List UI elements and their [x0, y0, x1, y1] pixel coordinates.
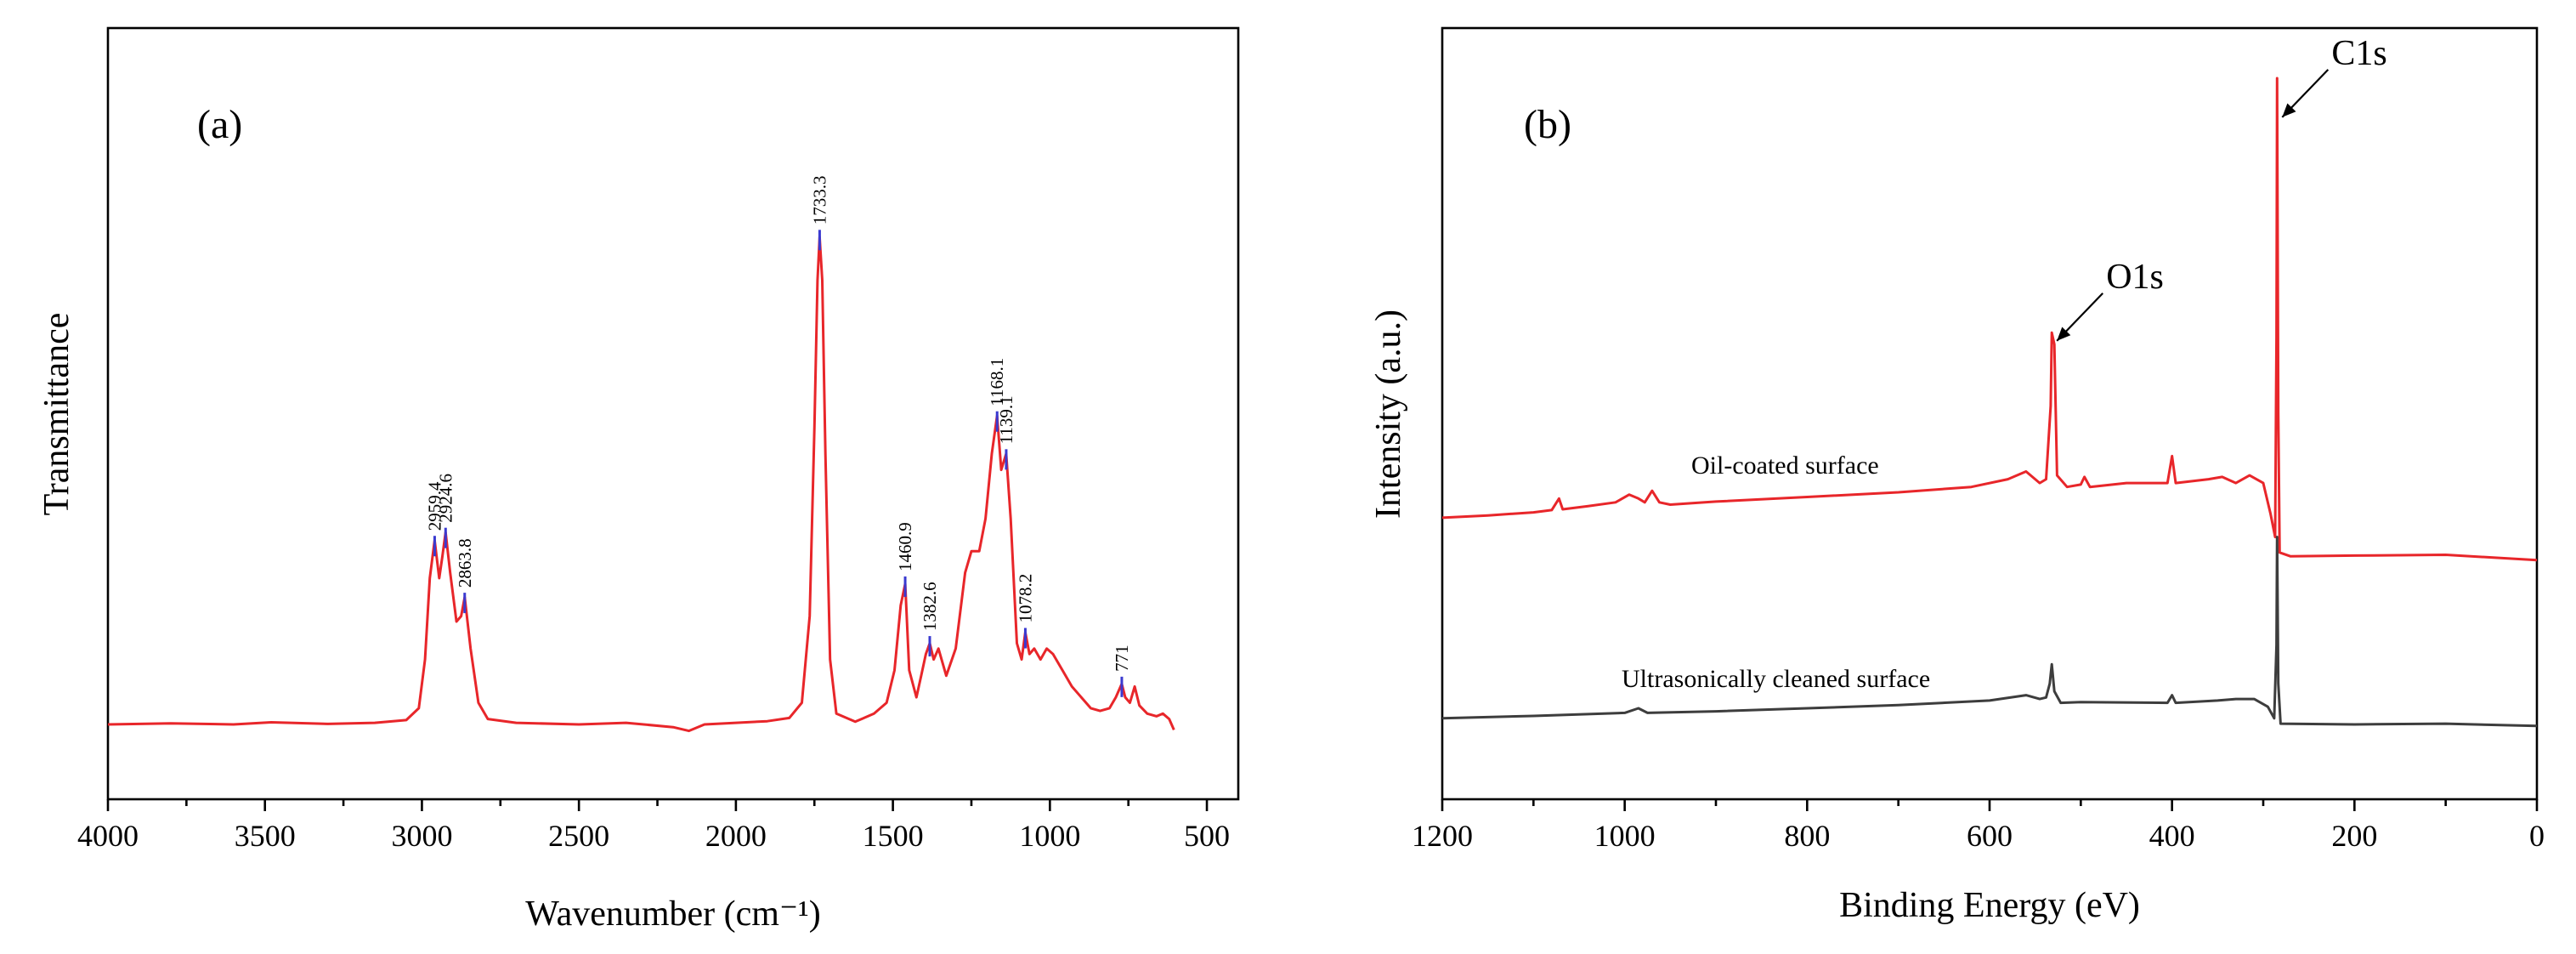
panel-a-peak-label: 771: [1112, 645, 1132, 672]
panel-a-x-tick-label: 500: [1184, 819, 1230, 853]
panel-b-annotation-arrowhead: [2057, 327, 2071, 341]
panel-a-label: (a): [197, 102, 242, 147]
panel-a-x-tick-label: 4000: [77, 819, 139, 853]
panel-b-annotation-arrowhead: [2282, 103, 2296, 117]
panel-a-peak-label: 1168.1: [987, 358, 1007, 406]
panel-b-xps-chart: (b) Intensity (a.u.) Binding Energy (eV)…: [1369, 26, 2545, 925]
panel-b-cleaned-label: Ultrasonically cleaned surface: [1622, 665, 1930, 693]
panel-b-peak-annotations: C1s O1s: [2056, 34, 2387, 342]
panel-a-peak-label: 1733.3: [809, 176, 829, 225]
panel-a-x-tick-label: 1500: [863, 819, 924, 853]
panel-a-x-tick-label: 2500: [548, 819, 609, 853]
panel-a-plot-frame: [106, 26, 1240, 801]
panel-a-x-axis-title: Wavenumber (cm⁻¹): [525, 894, 820, 934]
panel-b-label: (b): [1524, 102, 1571, 147]
panel-b-annotation-label: C1s: [2331, 34, 2386, 73]
panel-b-x-ticks: 1200 1000 800 600 400 200 0: [1412, 799, 2545, 853]
panel-a-peak-label: 2959.4: [424, 481, 444, 531]
panel-b-cleaned-line: [1441, 536, 2538, 728]
panel-b-x-tick-label: 600: [1967, 819, 2013, 853]
panel-a-peak-label: 1139.1: [996, 395, 1016, 444]
panel-b-annotation-label: O1s: [2106, 258, 2164, 297]
panel-a-peak-label: 2863.8: [455, 538, 475, 588]
panel-a-peak-label: 1078.2: [1015, 574, 1035, 623]
panel-b-plot-frame: [1441, 26, 2539, 801]
panel-b-x-tick-label: 800: [1784, 819, 1830, 853]
panel-a-peak-label: 1382.6: [920, 582, 940, 631]
panel-a-peak-label: 2924.6: [435, 474, 456, 523]
panel-a-x-ticks: 4000 3500 3000 2500 2000 1500 1000 500: [77, 799, 1230, 853]
panel-b-y-axis-title: Intensity (a.u.): [1369, 309, 1408, 519]
panel-b-x-axis-title: Binding Energy (eV): [1839, 886, 2140, 925]
panel-b-oil-coated-line: [1441, 77, 2538, 562]
panel-b-x-tick-label: 1200: [1412, 819, 1473, 853]
panel-b-oil-coated-label: Oil-coated surface: [1691, 451, 1879, 480]
panel-b-x-tick-label: 1000: [1594, 819, 1656, 853]
panel-a-y-axis-title: Transmittance: [37, 313, 76, 516]
panel-a-x-tick-label: 2000: [705, 819, 767, 853]
panel-a-x-tick-label: 1000: [1019, 819, 1080, 853]
panel-a-peak-label: 1460.9: [895, 522, 915, 571]
panel-a-x-tick-label: 3000: [391, 819, 452, 853]
panel-b-x-tick-label: 200: [2331, 819, 2377, 853]
panel-a-x-tick-label: 3500: [235, 819, 296, 853]
panel-b-x-tick-label: 0: [2529, 819, 2545, 853]
panel-a-spectrum-line: [107, 236, 1175, 733]
panel-b-x-tick-label: 400: [2149, 819, 2195, 853]
panel-a-ftir-chart: (a) Transmittance Wavenumber (cm⁻¹) 4000…: [37, 26, 1240, 934]
